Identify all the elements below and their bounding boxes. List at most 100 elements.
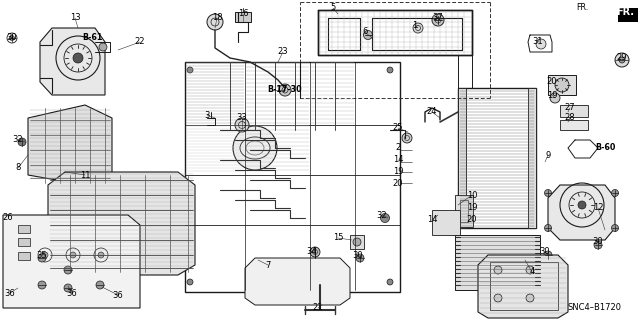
Polygon shape bbox=[40, 28, 105, 95]
Text: 31: 31 bbox=[532, 38, 543, 47]
Text: 2: 2 bbox=[396, 144, 401, 152]
Text: 15: 15 bbox=[333, 234, 343, 242]
Circle shape bbox=[550, 93, 560, 103]
Circle shape bbox=[18, 138, 26, 146]
Text: FR.: FR. bbox=[576, 4, 588, 12]
Text: B-60: B-60 bbox=[595, 144, 615, 152]
Text: 20: 20 bbox=[547, 78, 557, 86]
Circle shape bbox=[432, 14, 444, 26]
Bar bbox=[18, 252, 30, 260]
Circle shape bbox=[611, 225, 618, 232]
Circle shape bbox=[619, 57, 625, 63]
Text: 35: 35 bbox=[36, 250, 47, 259]
Text: 16: 16 bbox=[237, 10, 248, 19]
Circle shape bbox=[545, 189, 552, 197]
Text: 23: 23 bbox=[278, 48, 288, 56]
Bar bbox=[560, 105, 588, 117]
Circle shape bbox=[594, 241, 602, 249]
Circle shape bbox=[64, 284, 72, 292]
Text: 21: 21 bbox=[313, 303, 323, 313]
Circle shape bbox=[611, 189, 618, 197]
Circle shape bbox=[381, 213, 390, 222]
Bar bbox=[528, 88, 536, 228]
Bar bbox=[548, 75, 576, 95]
Circle shape bbox=[310, 247, 320, 257]
Text: 30: 30 bbox=[593, 238, 604, 247]
Text: 34: 34 bbox=[307, 248, 317, 256]
Bar bbox=[490, 262, 558, 310]
Text: 20: 20 bbox=[393, 179, 403, 188]
Text: 3: 3 bbox=[204, 110, 210, 120]
Bar bbox=[18, 238, 30, 246]
Text: 36: 36 bbox=[113, 291, 124, 300]
Circle shape bbox=[545, 225, 552, 232]
Bar bbox=[432, 210, 460, 235]
Text: 4: 4 bbox=[529, 268, 534, 277]
Circle shape bbox=[96, 281, 104, 289]
Bar bbox=[458, 88, 536, 228]
Text: 26: 26 bbox=[3, 213, 13, 222]
Polygon shape bbox=[3, 215, 140, 308]
Polygon shape bbox=[455, 235, 540, 290]
Circle shape bbox=[70, 252, 76, 258]
Circle shape bbox=[413, 23, 423, 33]
Circle shape bbox=[64, 266, 72, 274]
Circle shape bbox=[615, 53, 629, 67]
Text: 28: 28 bbox=[564, 114, 575, 122]
Circle shape bbox=[402, 133, 412, 143]
Circle shape bbox=[42, 252, 48, 258]
Bar bbox=[458, 88, 466, 228]
Circle shape bbox=[364, 31, 372, 40]
Circle shape bbox=[555, 78, 569, 92]
Circle shape bbox=[526, 294, 534, 302]
Circle shape bbox=[233, 126, 277, 170]
Text: 12: 12 bbox=[593, 204, 604, 212]
Text: 22: 22 bbox=[135, 38, 145, 47]
Text: 30: 30 bbox=[540, 248, 550, 256]
Text: 19: 19 bbox=[467, 204, 477, 212]
Circle shape bbox=[207, 14, 223, 30]
Circle shape bbox=[38, 281, 46, 289]
Bar bbox=[460, 200, 468, 222]
Text: 32: 32 bbox=[377, 211, 387, 219]
Circle shape bbox=[38, 254, 46, 262]
Circle shape bbox=[187, 67, 193, 73]
Circle shape bbox=[187, 279, 193, 285]
Circle shape bbox=[494, 294, 502, 302]
Bar bbox=[455, 195, 473, 227]
Text: 11: 11 bbox=[80, 170, 90, 180]
Bar bbox=[235, 12, 251, 22]
Circle shape bbox=[544, 251, 552, 259]
Text: 10: 10 bbox=[467, 190, 477, 199]
Text: 24: 24 bbox=[427, 108, 437, 116]
Text: B-61: B-61 bbox=[82, 33, 102, 41]
Circle shape bbox=[98, 252, 104, 258]
Text: SNC4–B1720: SNC4–B1720 bbox=[568, 303, 622, 313]
Bar bbox=[185, 62, 400, 292]
Circle shape bbox=[73, 53, 83, 63]
Polygon shape bbox=[28, 105, 112, 185]
Text: 36: 36 bbox=[67, 288, 77, 298]
Text: 19: 19 bbox=[393, 167, 403, 176]
Text: FR.: FR. bbox=[616, 7, 634, 17]
Circle shape bbox=[387, 279, 393, 285]
Text: 27: 27 bbox=[564, 103, 575, 113]
Polygon shape bbox=[618, 8, 638, 22]
Text: B-17-30: B-17-30 bbox=[268, 85, 302, 94]
Circle shape bbox=[279, 84, 291, 96]
Text: 8: 8 bbox=[15, 164, 20, 173]
Text: 30: 30 bbox=[6, 33, 17, 41]
Text: 18: 18 bbox=[212, 13, 222, 23]
Text: 6: 6 bbox=[362, 27, 368, 36]
Circle shape bbox=[494, 266, 502, 274]
Circle shape bbox=[387, 67, 393, 73]
Text: 9: 9 bbox=[545, 151, 550, 160]
Bar bbox=[18, 225, 30, 233]
Text: 14: 14 bbox=[427, 216, 437, 225]
Circle shape bbox=[99, 43, 107, 51]
Bar bbox=[560, 120, 588, 130]
Text: 13: 13 bbox=[70, 13, 80, 23]
Text: 30: 30 bbox=[353, 250, 364, 259]
Circle shape bbox=[10, 35, 15, 41]
Text: 25: 25 bbox=[393, 123, 403, 132]
